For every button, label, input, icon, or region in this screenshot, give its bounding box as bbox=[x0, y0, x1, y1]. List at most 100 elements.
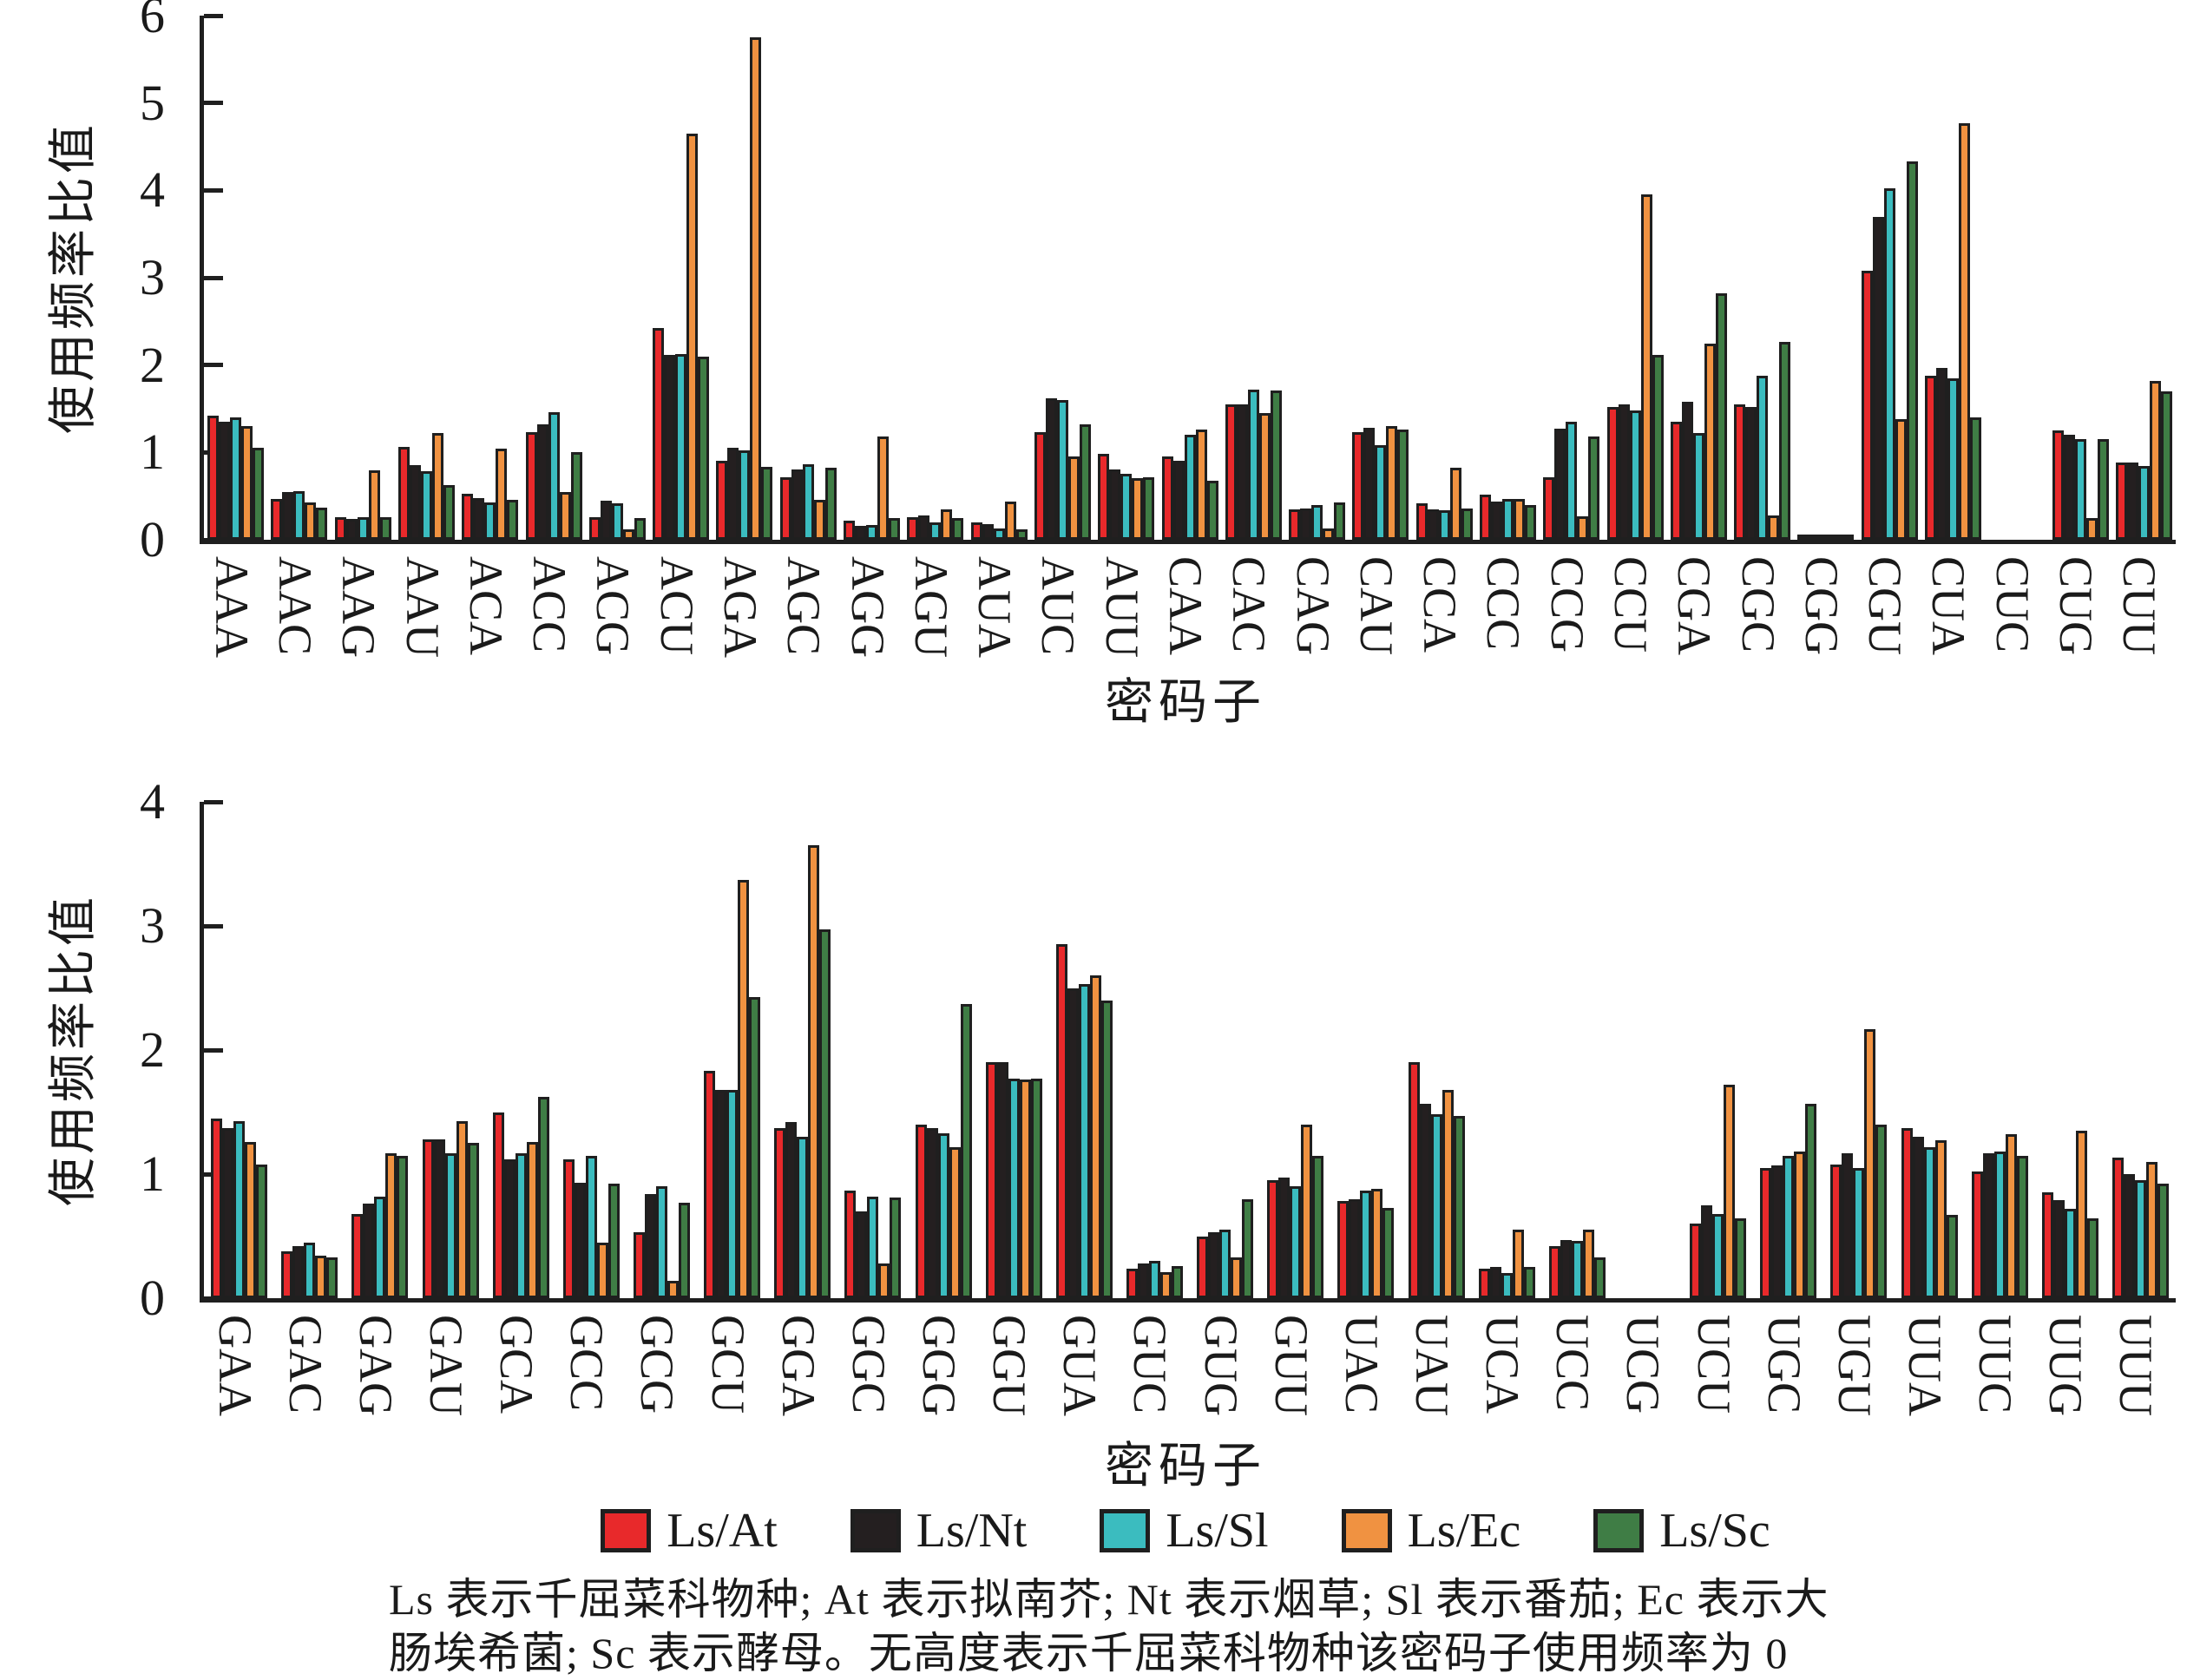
x-tick-label-gug: GUG bbox=[1194, 1315, 1247, 1416]
bar-auu-ls-sc bbox=[1143, 476, 1155, 540]
x-tick-label-ggu: GGU bbox=[983, 1315, 1036, 1416]
bar-caa-ls-sc bbox=[1206, 480, 1218, 540]
bar-cgu-ls-nt bbox=[1872, 216, 1884, 540]
bar-ucc-ls-at bbox=[1548, 1245, 1560, 1298]
bar-ccg-ls-sl bbox=[1566, 422, 1578, 540]
bar-ccg-ls-at bbox=[1543, 476, 1555, 540]
bar-ucc-ls-ec bbox=[1582, 1230, 1594, 1298]
bar-gcg-ls-ec bbox=[667, 1280, 679, 1298]
bar-cga-ls-sc bbox=[1715, 293, 1727, 540]
bar-ugu-ls-sl bbox=[1853, 1167, 1865, 1298]
bar-uuc-ls-at bbox=[1971, 1171, 1983, 1298]
bar-acu-ls-ec bbox=[686, 133, 699, 540]
bar-cgc-ls-sc bbox=[1779, 341, 1791, 540]
bar-gcc-ls-nt bbox=[574, 1183, 586, 1298]
bar-ccu-ls-sc bbox=[1652, 354, 1664, 540]
bar-aua-ls-sl bbox=[993, 528, 1005, 540]
bar-ggu-ls-ec bbox=[1019, 1080, 1031, 1298]
bar-cgg-ls-at bbox=[1797, 535, 1809, 540]
bar-gua-ls-nt bbox=[1067, 988, 1079, 1298]
bar-cug-ls-sc bbox=[2097, 439, 2109, 540]
bar-gca-ls-at bbox=[492, 1112, 504, 1298]
bar-caa-ls-ec bbox=[1195, 430, 1207, 540]
bar-gac-ls-at bbox=[281, 1250, 293, 1298]
bar-gcg-ls-sc bbox=[678, 1202, 690, 1298]
y-tick-label: 2 bbox=[140, 1021, 165, 1078]
bar-cgu-ls-sc bbox=[1906, 161, 1918, 540]
bar-ccu-ls-sl bbox=[1629, 410, 1641, 540]
bar-gcc-ls-sl bbox=[585, 1155, 597, 1298]
bar-ggc-ls-at bbox=[844, 1190, 857, 1298]
bar-agg-ls-at bbox=[844, 520, 856, 540]
bar-cuu-ls-sl bbox=[2138, 466, 2150, 540]
y-tick-mark bbox=[204, 799, 223, 804]
bar-uuu-ls-ec bbox=[2145, 1161, 2157, 1298]
y-tick-label: 2 bbox=[140, 336, 165, 393]
bar-guu-ls-sl bbox=[1290, 1186, 1302, 1298]
bar-guc-ls-sl bbox=[1148, 1261, 1160, 1298]
x-tick-label-ugc: UGC bbox=[1757, 1315, 1810, 1414]
bar-cgc-ls-nt bbox=[1745, 407, 1757, 540]
bar-aac-ls-sc bbox=[316, 507, 328, 540]
bar-uuu-ls-sl bbox=[2134, 1180, 2146, 1298]
bar-cgu-ls-sl bbox=[1883, 188, 1895, 540]
x-tick-label-guc: GUC bbox=[1124, 1315, 1177, 1414]
bar-agc-ls-at bbox=[779, 476, 791, 540]
x-tick-label-uuu: UUU bbox=[2110, 1315, 2163, 1416]
bar-acg-ls-ec bbox=[622, 528, 634, 540]
bar-cug-ls-nt bbox=[2063, 435, 2075, 540]
caption-line-1: Ls 表示千屈菜科物种; At 表示拟南芥; Nt 表示烟草; Sl 表示番茄;… bbox=[389, 1575, 1829, 1624]
bar-gac-ls-sc bbox=[326, 1257, 338, 1298]
x-tick-label-ucg: UCG bbox=[1617, 1315, 1670, 1414]
bar-cua-ls-at bbox=[1924, 375, 1936, 540]
bar-gcg-ls-sl bbox=[655, 1186, 667, 1298]
x-tick-label-gac: GAC bbox=[279, 1315, 332, 1414]
bar-gcc-ls-sc bbox=[608, 1184, 620, 1298]
bar-ggu-ls-at bbox=[985, 1062, 997, 1298]
bar-aca-ls-sl bbox=[484, 502, 496, 540]
x-tick-label-guu: GUU bbox=[1264, 1315, 1317, 1416]
bar-acg-ls-nt bbox=[600, 500, 612, 540]
bar-gag-ls-at bbox=[351, 1213, 364, 1298]
y-tick-mark bbox=[204, 923, 223, 929]
bar-gcu-ls-at bbox=[704, 1071, 716, 1298]
bar-agu-ls-sl bbox=[929, 522, 942, 540]
bar-uac-ls-ec bbox=[1371, 1189, 1383, 1298]
bar-gac-ls-ec bbox=[315, 1256, 327, 1298]
y-tick-mark bbox=[204, 1296, 223, 1301]
bar-guc-ls-ec bbox=[1159, 1271, 1172, 1298]
bar-gca-ls-sl bbox=[515, 1152, 527, 1298]
bar-guu-ls-nt bbox=[1278, 1178, 1291, 1298]
bar-cgu-ls-at bbox=[1861, 270, 1873, 540]
bar-gau-ls-sc bbox=[467, 1143, 479, 1298]
bar-gaa-ls-at bbox=[211, 1118, 223, 1298]
y-tick-label: 0 bbox=[140, 1270, 165, 1326]
bar-acu-ls-nt bbox=[664, 354, 676, 540]
bar-cac-ls-at bbox=[1225, 404, 1237, 540]
bar-uac-ls-sc bbox=[1382, 1207, 1395, 1298]
bar-acc-ls-sl bbox=[548, 412, 560, 540]
bar-gau-ls-at bbox=[422, 1139, 434, 1298]
caption-line-2: 肠埃希菌; Sc 表示酵母。无高度表示千屈菜科物种该密码子使用频率为 0 bbox=[389, 1629, 1789, 1677]
bar-cgg-ls-sc bbox=[1842, 535, 1855, 540]
legend-label: Ls/Ec bbox=[1407, 1504, 1521, 1558]
bar-ucc-ls-nt bbox=[1560, 1239, 1572, 1298]
bar-gcu-ls-sl bbox=[726, 1089, 739, 1298]
bar-agu-ls-nt bbox=[918, 515, 930, 540]
bar-acu-ls-sl bbox=[675, 353, 687, 540]
bar-gca-ls-ec bbox=[526, 1141, 538, 1298]
bar-uac-ls-at bbox=[1337, 1201, 1350, 1298]
bar-auu-ls-ec bbox=[1132, 477, 1144, 540]
bar-auc-ls-ec bbox=[1067, 456, 1080, 540]
bar-cgg-ls-nt bbox=[1809, 535, 1821, 540]
y-tick-label: 0 bbox=[140, 511, 165, 568]
bar-aga-ls-sc bbox=[761, 467, 773, 540]
bar-gua-ls-sc bbox=[1100, 1000, 1113, 1298]
bar-gaa-ls-ec bbox=[245, 1141, 257, 1298]
y-tick-mark bbox=[204, 101, 223, 106]
bar-acc-ls-sc bbox=[570, 452, 582, 540]
bar-acc-ls-nt bbox=[536, 424, 548, 540]
bar-uca-ls-nt bbox=[1489, 1267, 1501, 1298]
